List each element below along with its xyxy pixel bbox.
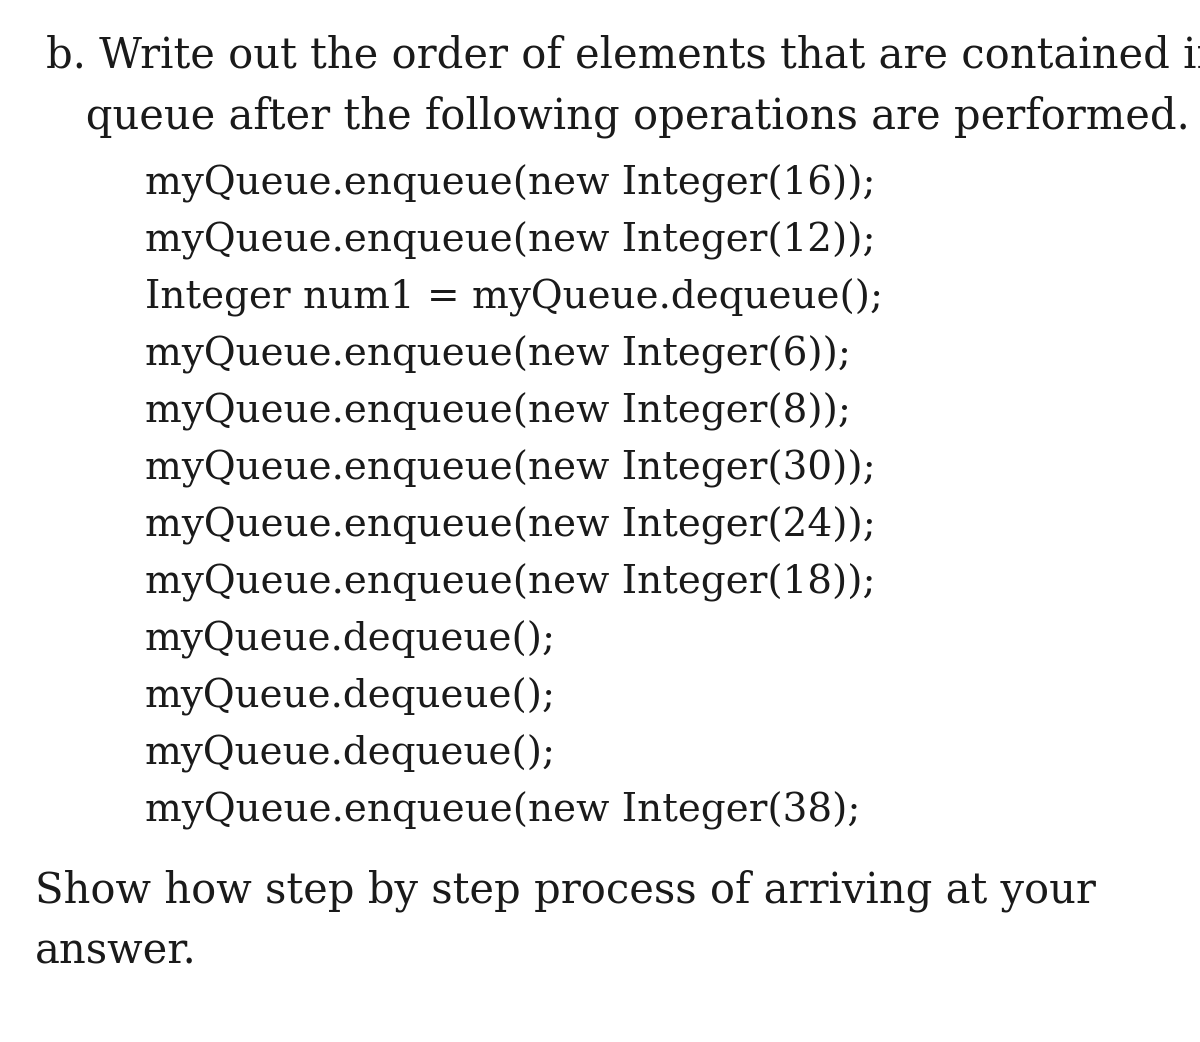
Text: myQueue.enqueue(new Integer(38);: myQueue.enqueue(new Integer(38); xyxy=(145,792,860,830)
Text: myQueue.dequeue();: myQueue.dequeue(); xyxy=(145,621,556,660)
Text: Integer num1 = myQueue.dequeue();: Integer num1 = myQueue.dequeue(); xyxy=(145,279,883,318)
Text: myQueue.enqueue(new Integer(12));: myQueue.enqueue(new Integer(12)); xyxy=(145,222,876,260)
Text: myQueue.enqueue(new Integer(8));: myQueue.enqueue(new Integer(8)); xyxy=(145,393,851,431)
Text: Show how step by step process of arriving at your: Show how step by step process of arrivin… xyxy=(35,870,1096,913)
Text: queue after the following operations are performed.: queue after the following operations are… xyxy=(46,95,1189,138)
Text: myQueue.enqueue(new Integer(18));: myQueue.enqueue(new Integer(18)); xyxy=(145,564,876,602)
Text: myQueue.enqueue(new Integer(24));: myQueue.enqueue(new Integer(24)); xyxy=(145,507,876,545)
Text: myQueue.dequeue();: myQueue.dequeue(); xyxy=(145,678,556,717)
Text: myQueue.dequeue();: myQueue.dequeue(); xyxy=(145,735,556,773)
Text: b. Write out the order of elements that are contained in a: b. Write out the order of elements that … xyxy=(46,35,1200,77)
Text: myQueue.enqueue(new Integer(6));: myQueue.enqueue(new Integer(6)); xyxy=(145,336,851,374)
Text: answer.: answer. xyxy=(35,931,197,972)
Text: myQueue.enqueue(new Integer(30));: myQueue.enqueue(new Integer(30)); xyxy=(145,450,876,489)
Text: myQueue.enqueue(new Integer(16));: myQueue.enqueue(new Integer(16)); xyxy=(145,165,876,203)
